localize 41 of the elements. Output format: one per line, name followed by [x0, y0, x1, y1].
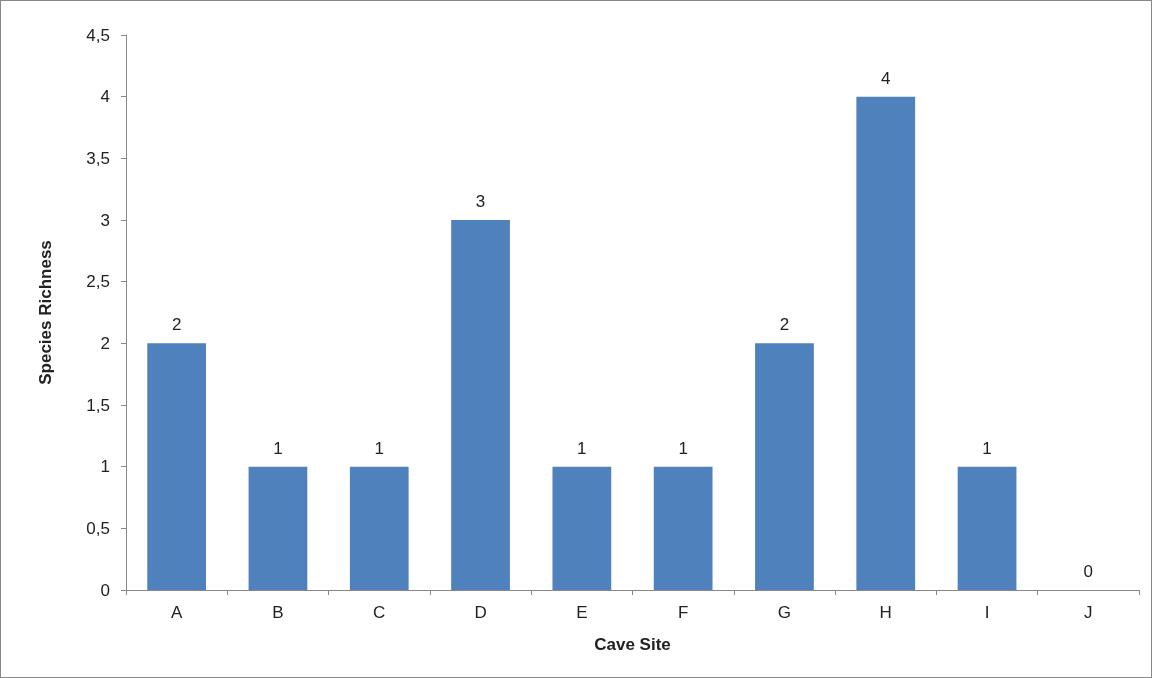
bar: [552, 466, 612, 590]
data-label: 1: [982, 438, 992, 458]
bar: [248, 466, 308, 590]
bar: [653, 466, 713, 590]
y-tick-label: 2,5: [86, 272, 110, 292]
data-label: 4: [881, 68, 891, 88]
data-label: 2: [171, 315, 182, 335]
x-tick-label: J: [1084, 603, 1093, 622]
y-tick-label: 2: [100, 333, 110, 353]
y-tick-label: 1,5: [86, 395, 110, 415]
y-tick-label: 4,5: [86, 25, 110, 45]
x-tick-label: A: [170, 603, 183, 622]
bar: [856, 96, 916, 590]
bar: [349, 466, 409, 590]
x-tick-label: D: [474, 603, 487, 622]
data-label: 0: [1083, 562, 1094, 581]
y-tick-label: 4: [100, 87, 110, 107]
y-tick-label: 0: [100, 580, 110, 600]
data-label: 1: [577, 438, 587, 458]
data-label: 2: [779, 315, 790, 335]
x-tick-label: G: [777, 603, 792, 622]
bar: [451, 220, 510, 590]
x-tick-label: I: [984, 603, 990, 622]
data-label: 3: [475, 192, 486, 211]
bar: [957, 466, 1017, 590]
y-tick-label: 1: [100, 457, 110, 477]
y-axis-title: Species Richness: [36, 240, 55, 385]
bar: [147, 343, 207, 590]
x-tick-label: H: [879, 603, 892, 622]
y-tick-label: 0,5: [86, 518, 110, 538]
bar: [755, 343, 814, 590]
x-tick-label: B: [272, 603, 284, 622]
x-tick-label: F: [677, 603, 689, 622]
data-label: 1: [374, 438, 384, 458]
x-tick-label: E: [576, 603, 588, 622]
y-tick-label: 3,5: [86, 148, 110, 168]
y-tick-label: 3: [100, 210, 110, 230]
data-label: 1: [678, 438, 688, 458]
x-axis-title: Cave Site: [594, 635, 671, 654]
data-label: 1: [273, 438, 283, 458]
x-tick-label: C: [373, 603, 386, 622]
